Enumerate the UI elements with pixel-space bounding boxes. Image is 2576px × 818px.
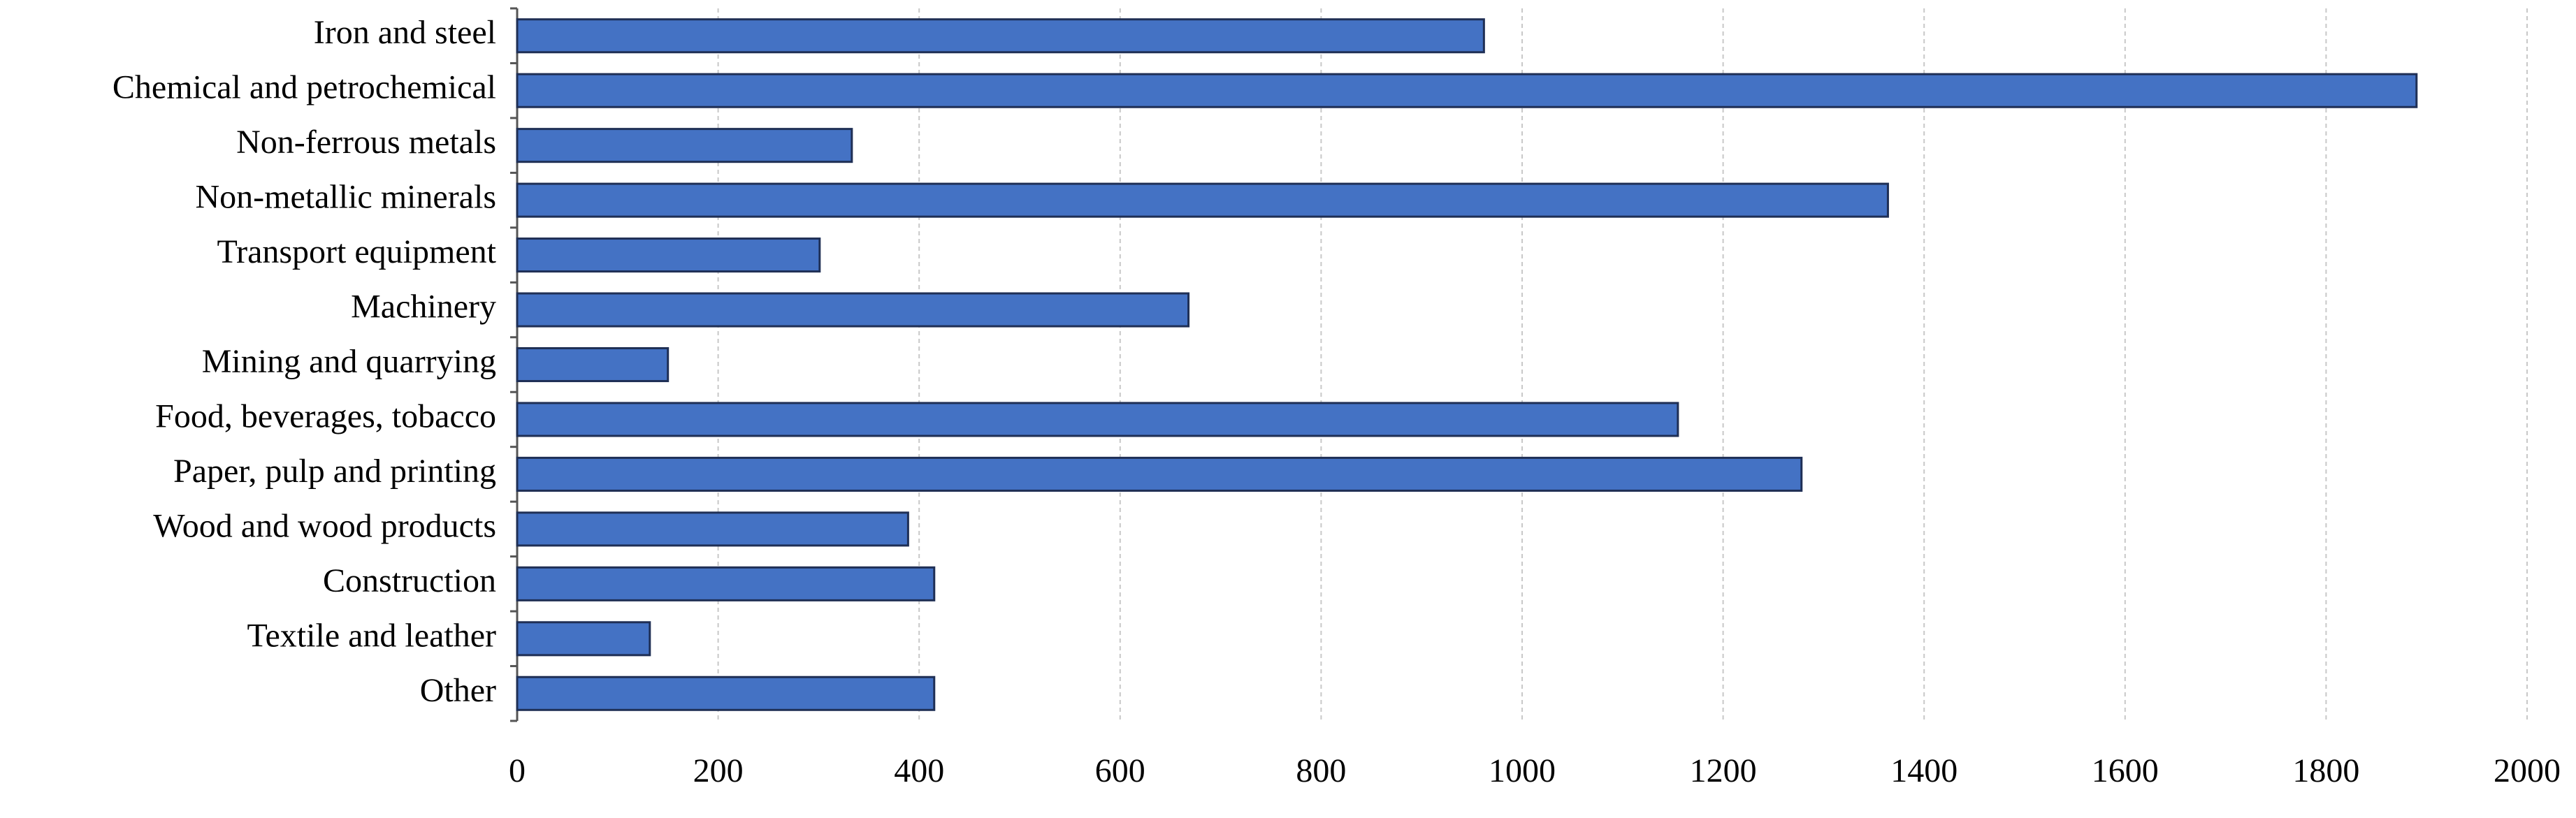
y-tick-label: Machinery <box>351 289 496 326</box>
x-tick-label: 0 <box>509 752 526 789</box>
x-tick-label: 600 <box>1095 752 1145 789</box>
bar <box>516 456 1803 492</box>
bar <box>516 511 909 547</box>
x-tick-label: 1400 <box>1890 752 1958 789</box>
y-tick-label: Transport equipment <box>217 233 496 270</box>
x-tick-label: 400 <box>894 752 944 789</box>
y-tick-label: Chemical and petrochemical <box>113 69 496 106</box>
y-tick-label: Non-metallic minerals <box>195 179 496 216</box>
bar <box>516 238 821 273</box>
x-tick-label: 1200 <box>1690 752 1757 789</box>
x-tick-label: 1800 <box>2292 752 2359 789</box>
bar <box>516 73 2418 108</box>
y-tick-label: Iron and steel <box>314 14 496 51</box>
bar <box>516 402 1679 437</box>
x-tick-label: 1000 <box>1489 752 1556 789</box>
y-tick-label: Mining and quarrying <box>202 343 496 380</box>
x-tick-label: 2000 <box>2494 752 2561 789</box>
y-tick-label: Textile and leather <box>247 617 496 654</box>
bar <box>516 182 1889 218</box>
y-tick-label: Paper, pulp and printing <box>173 453 496 490</box>
bar <box>516 621 651 657</box>
bar <box>516 128 853 163</box>
bar <box>516 566 936 601</box>
x-tick-label: 1600 <box>2092 752 2159 789</box>
y-tick-label: Non-ferrous metals <box>236 124 496 161</box>
y-tick-label: Construction <box>323 562 496 599</box>
bar <box>516 292 1190 328</box>
x-tick-label: 800 <box>1296 752 1346 789</box>
bar <box>516 675 936 711</box>
bar <box>516 346 670 383</box>
x-tick-label: 200 <box>693 752 744 789</box>
bar <box>516 18 1485 54</box>
y-tick-label: Other <box>420 672 496 709</box>
y-tick-label: Wood and wood products <box>153 507 496 544</box>
y-tick-label: Food, beverages, tobacco <box>155 397 496 434</box>
